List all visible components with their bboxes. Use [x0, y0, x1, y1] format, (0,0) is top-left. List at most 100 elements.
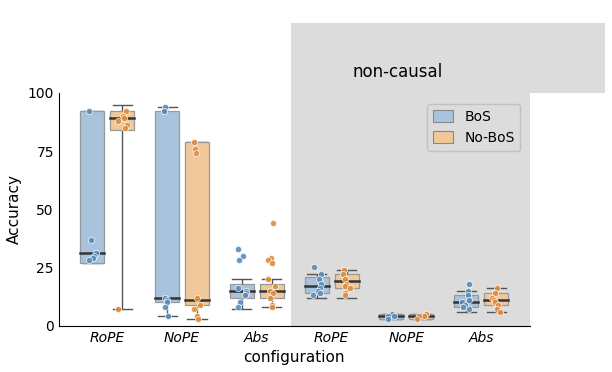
Point	[316, 281, 326, 287]
Point	[191, 150, 201, 156]
Bar	[110, 112, 134, 130]
Bar	[409, 314, 433, 319]
Point	[315, 285, 325, 291]
Point	[387, 311, 397, 317]
Point	[458, 299, 468, 305]
Point	[234, 257, 244, 263]
Point	[340, 283, 349, 289]
Point	[159, 109, 169, 115]
Point	[195, 302, 204, 308]
Point	[162, 299, 171, 305]
Bar	[335, 275, 359, 288]
Point	[490, 299, 499, 305]
Point	[159, 109, 169, 115]
Point	[340, 276, 350, 282]
X-axis label: configuration: configuration	[244, 350, 345, 365]
Point	[265, 288, 275, 294]
Point	[460, 302, 470, 308]
Point	[121, 125, 130, 131]
Point	[490, 290, 499, 296]
Point	[308, 292, 318, 298]
Point	[86, 237, 96, 243]
Point	[121, 109, 130, 115]
Point	[414, 313, 424, 319]
Point	[340, 292, 349, 298]
Point	[341, 281, 351, 287]
Point	[113, 118, 123, 124]
Bar	[80, 112, 104, 263]
Bar	[230, 284, 254, 298]
Point	[465, 307, 474, 312]
Point	[238, 253, 248, 259]
Point	[269, 290, 278, 296]
Bar	[155, 112, 179, 302]
Point	[490, 297, 499, 303]
Point	[189, 139, 199, 145]
Point	[266, 255, 276, 261]
Point	[463, 288, 473, 294]
Point	[240, 292, 250, 298]
Bar	[305, 277, 329, 293]
Point	[190, 307, 200, 312]
Point	[313, 288, 323, 294]
Point	[160, 295, 170, 301]
Bar	[484, 293, 508, 305]
Point	[263, 276, 272, 282]
Point	[193, 316, 203, 322]
Point	[269, 220, 278, 226]
Point	[493, 302, 503, 308]
Point	[419, 313, 428, 319]
Point	[265, 295, 275, 301]
Point	[192, 313, 202, 319]
Point	[267, 304, 277, 310]
Bar	[185, 142, 209, 305]
Point	[160, 104, 170, 110]
Point	[316, 272, 326, 278]
Point	[241, 288, 251, 294]
Point	[192, 295, 201, 301]
Point	[493, 307, 502, 312]
Point	[345, 285, 354, 291]
Point	[494, 309, 504, 315]
Point	[458, 304, 468, 310]
Point	[340, 290, 350, 296]
Point	[421, 311, 431, 317]
Point	[309, 264, 319, 270]
Point	[233, 246, 243, 252]
Legend: BoS, No-BoS: BoS, No-BoS	[427, 105, 520, 151]
Text: non-causal: non-causal	[353, 63, 443, 81]
Point	[160, 304, 170, 310]
Point	[233, 285, 243, 291]
Point	[492, 285, 502, 291]
Point	[122, 122, 132, 128]
Point	[113, 307, 123, 312]
Point	[267, 260, 277, 266]
Point	[382, 316, 392, 322]
Point	[88, 255, 98, 261]
Point	[241, 290, 251, 296]
Point	[383, 313, 393, 319]
Point	[163, 313, 173, 319]
Bar	[291, 23, 605, 93]
Point	[235, 299, 245, 305]
Point	[464, 281, 474, 287]
Point	[412, 316, 422, 322]
Point	[463, 292, 473, 298]
Point	[316, 290, 326, 296]
Point	[389, 313, 399, 319]
Point	[89, 253, 99, 259]
Point	[271, 283, 280, 289]
Bar	[291, 93, 567, 326]
Point	[233, 304, 243, 310]
Point	[338, 272, 348, 278]
Bar	[260, 284, 284, 298]
Point	[464, 297, 474, 303]
Bar	[454, 295, 478, 307]
Point	[339, 267, 349, 273]
Point	[314, 276, 324, 282]
Point	[267, 302, 277, 308]
Point	[119, 115, 129, 121]
Bar	[379, 314, 403, 319]
Y-axis label: Accuracy: Accuracy	[7, 174, 22, 244]
Point	[264, 257, 274, 263]
